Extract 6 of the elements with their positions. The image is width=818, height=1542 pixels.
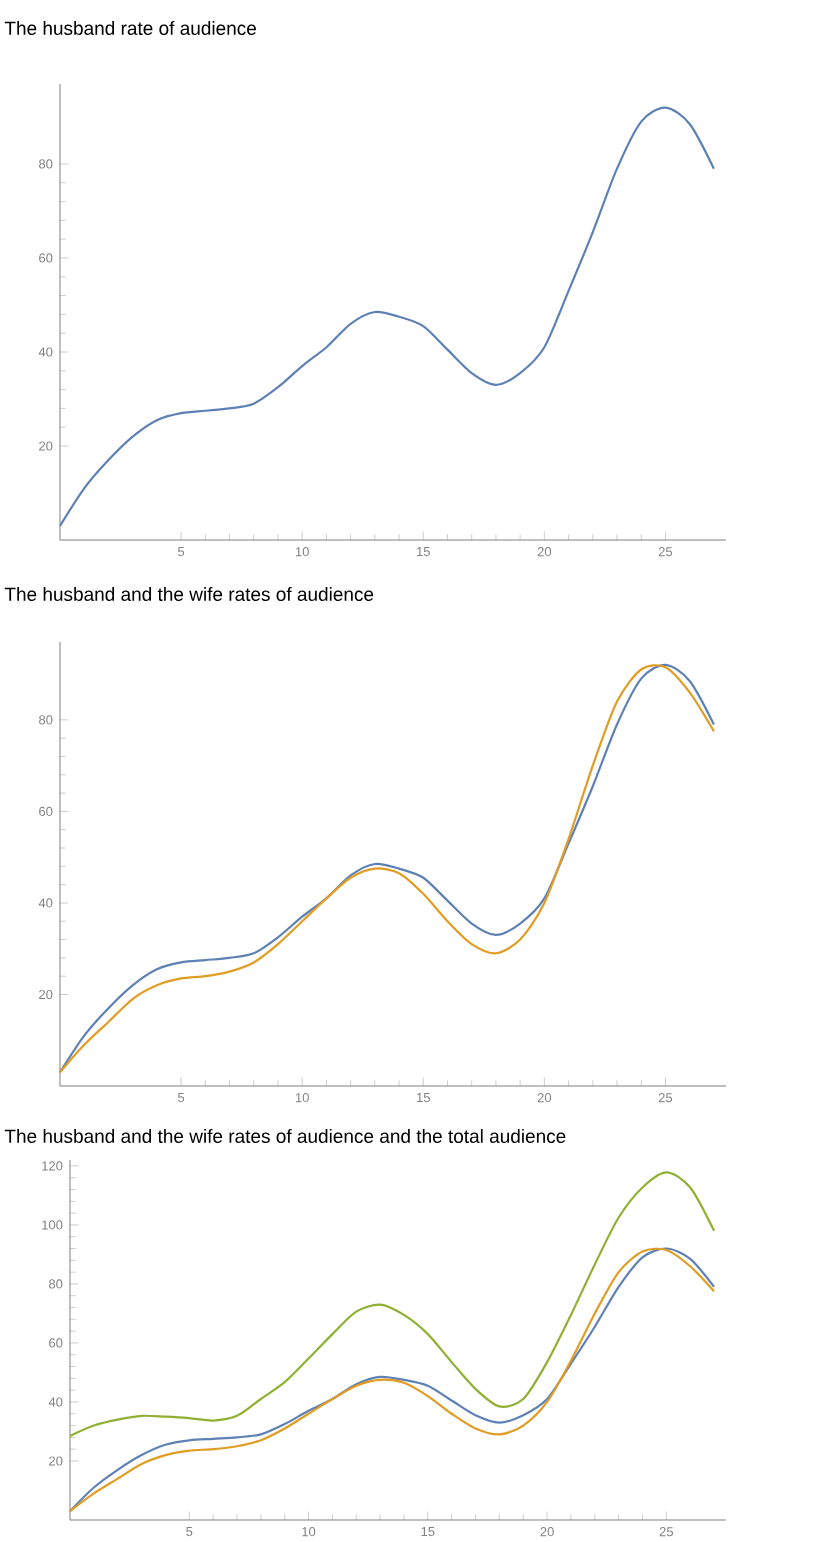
chart-title: The husband and the wife rates of audience and the total audience	[4, 1129, 566, 1143]
line-series	[68, 1171, 716, 1437]
line-series	[68, 1247, 716, 1513]
chart-title: The husband and the wife rates of audience	[4, 587, 374, 601]
line-series	[58, 106, 715, 528]
chart-title: The husband rate of audience	[4, 21, 256, 35]
